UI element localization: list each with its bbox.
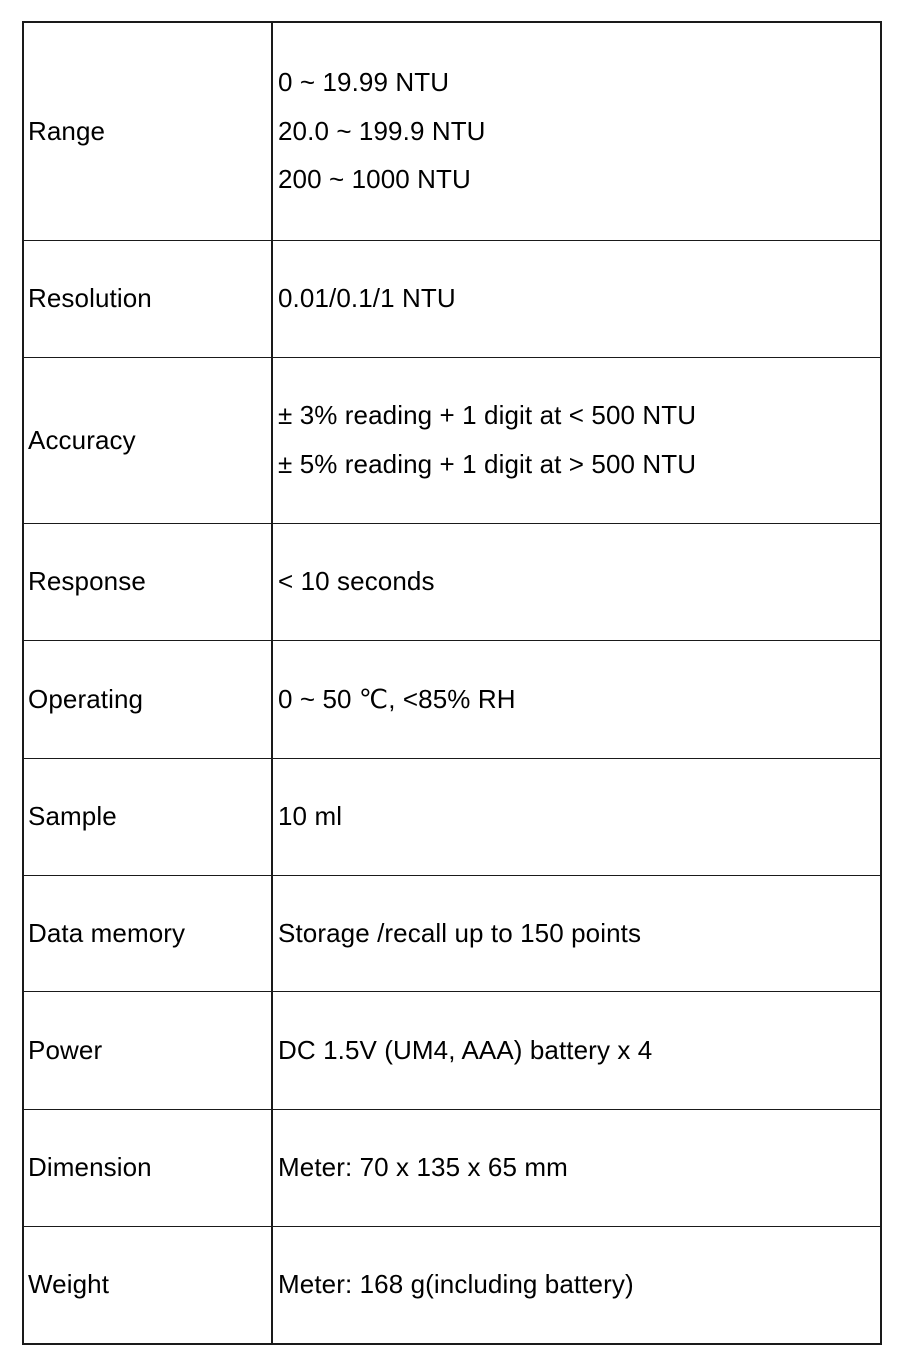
row-value-accuracy: ± 3% reading + 1 digit at < 500 NTU ± 5%… (271, 357, 882, 524)
value-lines: 0.01/0.1/1 NTU (278, 282, 880, 316)
value-lines: < 10 seconds (278, 565, 880, 599)
row-label-data-memory: Data memory (22, 875, 273, 992)
value-lines: 0 ~ 50 ℃, <85% RH (278, 683, 880, 717)
table-row: Weight Meter: 168 g(including battery) (22, 1226, 882, 1345)
value-line: 0 ~ 50 ℃, <85% RH (278, 683, 516, 714)
table-row: Power DC 1.5V (UM4, AAA) battery x 4 (22, 991, 882, 1110)
table-row: Response < 10 seconds (22, 523, 882, 641)
value-line: 200 ~ 1000 NTU (278, 164, 471, 195)
value-lines: Storage /recall up to 150 points (278, 917, 880, 951)
row-label-dimension: Dimension (22, 1109, 273, 1227)
row-value-weight: Meter: 168 g(including battery) (271, 1226, 882, 1345)
value-line: 0 ~ 19.99 NTU (278, 66, 450, 97)
row-label-response: Response (22, 523, 273, 641)
value-line: Meter: 70 x 135 x 65 mm (278, 1152, 568, 1183)
row-label-operating: Operating (22, 640, 273, 759)
table-row: Dimension Meter: 70 x 135 x 65 mm (22, 1109, 882, 1227)
row-value-sample: 10 ml (271, 758, 882, 876)
row-label-range: Range (22, 21, 273, 241)
value-lines: Meter: 168 g(including battery) (278, 1268, 880, 1302)
value-lines: ± 3% reading + 1 digit at < 500 NTU ± 5%… (278, 399, 880, 482)
row-value-data-memory: Storage /recall up to 150 points (271, 875, 882, 992)
row-label-accuracy: Accuracy (22, 357, 273, 524)
value-lines: 10 ml (278, 800, 880, 834)
row-label-power: Power (22, 991, 273, 1110)
table-row: Accuracy ± 3% reading + 1 digit at < 500… (22, 357, 882, 524)
row-value-dimension: Meter: 70 x 135 x 65 mm (271, 1109, 882, 1227)
value-line: 0.01/0.1/1 NTU (278, 283, 456, 314)
value-lines: DC 1.5V (UM4, AAA) battery x 4 (278, 1034, 880, 1068)
table-row: Sample 10 ml (22, 758, 882, 876)
row-value-operating: 0 ~ 50 ℃, <85% RH (271, 640, 882, 759)
value-lines: Meter: 70 x 135 x 65 mm (278, 1151, 880, 1185)
row-label-resolution: Resolution (22, 240, 273, 358)
value-line: < 10 seconds (278, 566, 435, 597)
value-line: Storage /recall up to 150 points (278, 917, 642, 948)
row-value-range: 0 ~ 19.99 NTU 20.0 ~ 199.9 NTU 200 ~ 100… (271, 21, 882, 241)
table-row: Range 0 ~ 19.99 NTU 20.0 ~ 199.9 NTU 200… (22, 21, 882, 241)
value-line: ± 3% reading + 1 digit at < 500 NTU (278, 400, 697, 431)
row-value-response: < 10 seconds (271, 523, 882, 641)
table-row: Data memory Storage /recall up to 150 po… (22, 875, 882, 992)
row-label-weight: Weight (22, 1226, 273, 1345)
specification-table: Range 0 ~ 19.99 NTU 20.0 ~ 199.9 NTU 200… (22, 21, 882, 1345)
value-line: 10 ml (278, 801, 343, 832)
value-line: Meter: 168 g(including battery) (278, 1269, 634, 1300)
table-row: Resolution 0.01/0.1/1 NTU (22, 240, 882, 358)
row-value-resolution: 0.01/0.1/1 NTU (271, 240, 882, 358)
row-value-power: DC 1.5V (UM4, AAA) battery x 4 (271, 991, 882, 1110)
value-line: ± 5% reading + 1 digit at > 500 NTU (278, 449, 697, 479)
value-line: 20.0 ~ 199.9 NTU (278, 115, 486, 146)
value-line: DC 1.5V (UM4, AAA) battery x 4 (278, 1034, 653, 1065)
value-lines: 0 ~ 19.99 NTU 20.0 ~ 199.9 NTU 200 ~ 100… (278, 66, 880, 197)
row-label-sample: Sample (22, 758, 273, 876)
table-row: Operating 0 ~ 50 ℃, <85% RH (22, 640, 882, 759)
table-body: Range 0 ~ 19.99 NTU 20.0 ~ 199.9 NTU 200… (22, 21, 882, 1345)
